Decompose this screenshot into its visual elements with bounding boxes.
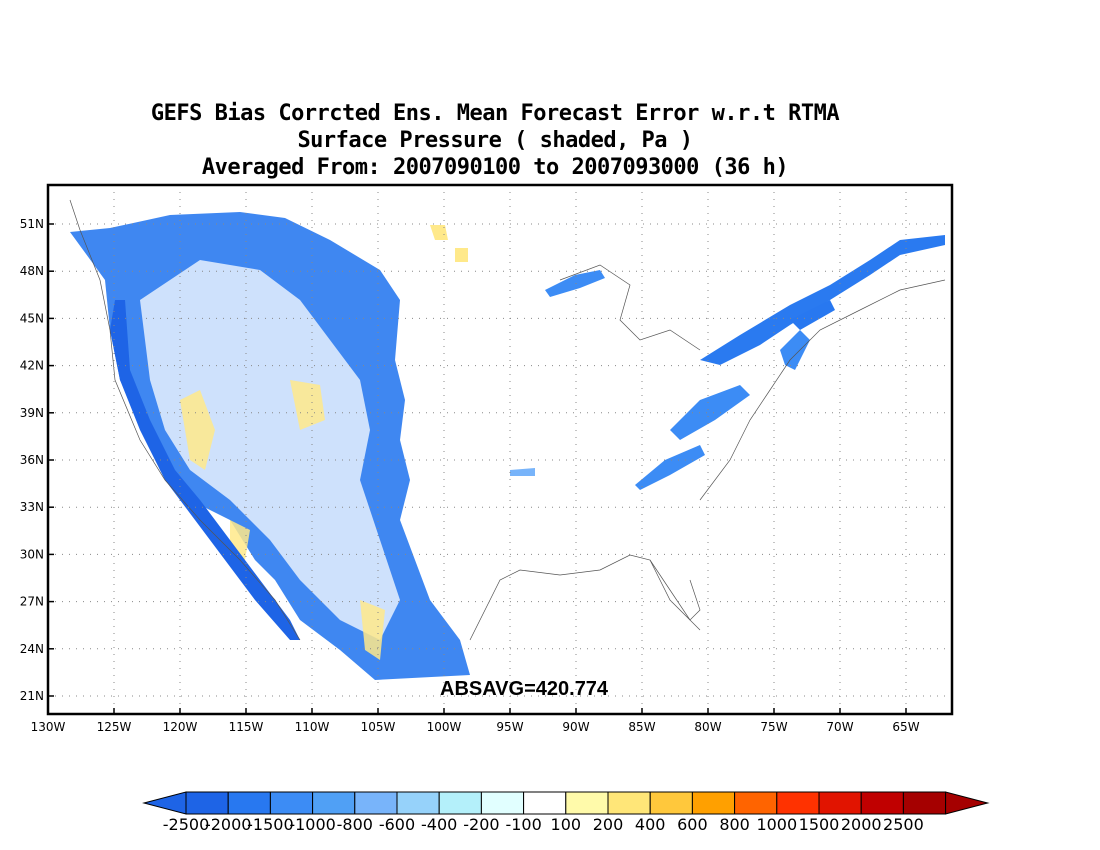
lon-tick-label: 120W — [163, 720, 198, 734]
maine-field-blue — [790, 300, 835, 330]
lat-tick-label: 21N — [20, 689, 44, 703]
lon-tick-label: 85W — [628, 720, 655, 734]
title-line-1: GEFS Bias Corrcted Ens. Mean Forecast Er… — [150, 101, 840, 126]
colorbar-label: 800 — [719, 815, 750, 834]
lon-tick-labels: 130W 125W 120W 115W 110W 105W 100W 95W 90W 85W 80W… — [31, 720, 920, 734]
colorbar-swatch — [312, 791, 356, 815]
west-field-light — [140, 260, 400, 640]
colorbar-swatch — [185, 791, 229, 815]
absavg-annotation: ABSAVG=420.774 — [440, 678, 609, 700]
colorbar-swatch — [818, 791, 862, 815]
great-lakes-outline — [559, 264, 701, 351]
gulf-coastline — [469, 554, 701, 641]
colorbar-label: 400 — [635, 815, 666, 834]
northeast-field-blue — [700, 235, 945, 365]
lon-tick-label: 65W — [892, 720, 919, 734]
colorbar-swatch — [396, 791, 440, 815]
lat-tick-label: 24N — [20, 642, 44, 656]
northeast-field-blue-2 — [670, 385, 750, 440]
colorbar-labels: -2500-2000-1500-1000 -800 -600 -400 -200 -100… — [163, 815, 924, 834]
lon-tick-label: 80W — [694, 720, 721, 734]
lat-tick-label: 30N — [20, 547, 44, 561]
colorbar — [142, 791, 990, 815]
lon-tick-label: 70W — [826, 720, 853, 734]
colorbar-swatch — [649, 791, 693, 815]
lat-tick-label: 39N — [20, 406, 44, 420]
colorbar-swatch — [269, 791, 314, 815]
east-coastline — [699, 279, 946, 501]
colorbar-label: -200 — [463, 815, 499, 834]
colorbar-swatch — [776, 791, 820, 815]
colorbar-label: 2000 — [841, 815, 882, 834]
shaded-field-layer — [70, 212, 945, 680]
yellow-canada-patch — [430, 225, 448, 240]
title-line-3: Averaged From: 2007090100 to 2007093000 … — [201, 155, 789, 180]
lon-tick-label: 75W — [760, 720, 787, 734]
lon-tick-label: 125W — [97, 720, 132, 734]
lat-tick-label: 36N — [20, 453, 44, 467]
map-title: GEFS Bias Corrcted Ens. Mean Forecast Er… — [0, 100, 990, 181]
lat-tick-label: 51N — [20, 217, 44, 231]
colorbar-label: 1500 — [799, 815, 840, 834]
florida-outline — [649, 559, 701, 621]
colorbar-swatch — [354, 791, 398, 815]
colorbar-swatch — [691, 791, 736, 815]
colorbar-label: -2000 — [205, 815, 252, 834]
lat-tick-label: 42N — [20, 359, 44, 373]
lon-tick-label: 115W — [229, 720, 264, 734]
colorbar-label: -600 — [379, 815, 415, 834]
colorbar-label: -400 — [421, 815, 457, 834]
mid-small-field — [510, 468, 535, 476]
map-frame — [46, 183, 954, 716]
west-field-yellow-1 — [180, 390, 215, 470]
colorbar-swatch — [902, 791, 947, 815]
lon-tick-label: 105W — [361, 720, 396, 734]
colorbar-label: 200 — [593, 815, 624, 834]
colorbar-swatch — [480, 791, 525, 815]
lat-tick-label: 45N — [20, 311, 44, 325]
lon-tick-label: 110W — [295, 720, 330, 734]
coastline-layer — [69, 199, 946, 641]
northeast-field-blue-3 — [635, 445, 705, 490]
southeast-field-blue — [780, 330, 810, 370]
lon-tick-label: 100W — [427, 720, 462, 734]
colorbar-swatch — [607, 791, 651, 815]
colorbar-label: -100 — [505, 815, 541, 834]
west-field-yellow-3 — [360, 600, 385, 660]
colorbar-label: 600 — [677, 815, 708, 834]
colorbar-label: 2500 — [883, 815, 924, 834]
lat-tick-labels: 51N 48N 45N 42N 39N 36N 33N 30N 27N 24N 21N — [20, 217, 44, 703]
colorbar-swatch — [227, 791, 271, 815]
colorbar-swatch — [860, 791, 904, 815]
colorbar-swatch — [565, 791, 609, 815]
title-line-2: Surface Pressure ( shaded, Pa ) — [297, 128, 693, 153]
colorbar-label: -1500 — [247, 815, 294, 834]
west-coastline — [69, 199, 301, 641]
colorbar-max-arrow — [945, 791, 990, 815]
colorbar-label: -2500 — [163, 815, 210, 834]
colorbar-swatch — [438, 791, 482, 815]
colorbar-swatch — [523, 791, 567, 815]
yellow-canada-patch-2 — [455, 248, 468, 262]
lat-tick-label: 48N — [20, 264, 44, 278]
colorbar-label: -1000 — [289, 815, 336, 834]
lon-tick-label: 90W — [562, 720, 589, 734]
colorbar-label: 1000 — [756, 815, 797, 834]
colorbar-swatch — [734, 791, 778, 815]
great-lakes-field — [545, 270, 605, 297]
lon-tick-label: 130W — [31, 720, 66, 734]
colorbar-label: -800 — [337, 815, 373, 834]
lat-tick-label: 33N — [20, 500, 44, 514]
colorbar-min-arrow — [142, 791, 187, 815]
lon-tick-label: 95W — [496, 720, 523, 734]
colorbar-label: 100 — [551, 815, 582, 834]
west-field-yellow-2 — [290, 380, 325, 430]
lat-tick-label: 27N — [20, 595, 44, 609]
